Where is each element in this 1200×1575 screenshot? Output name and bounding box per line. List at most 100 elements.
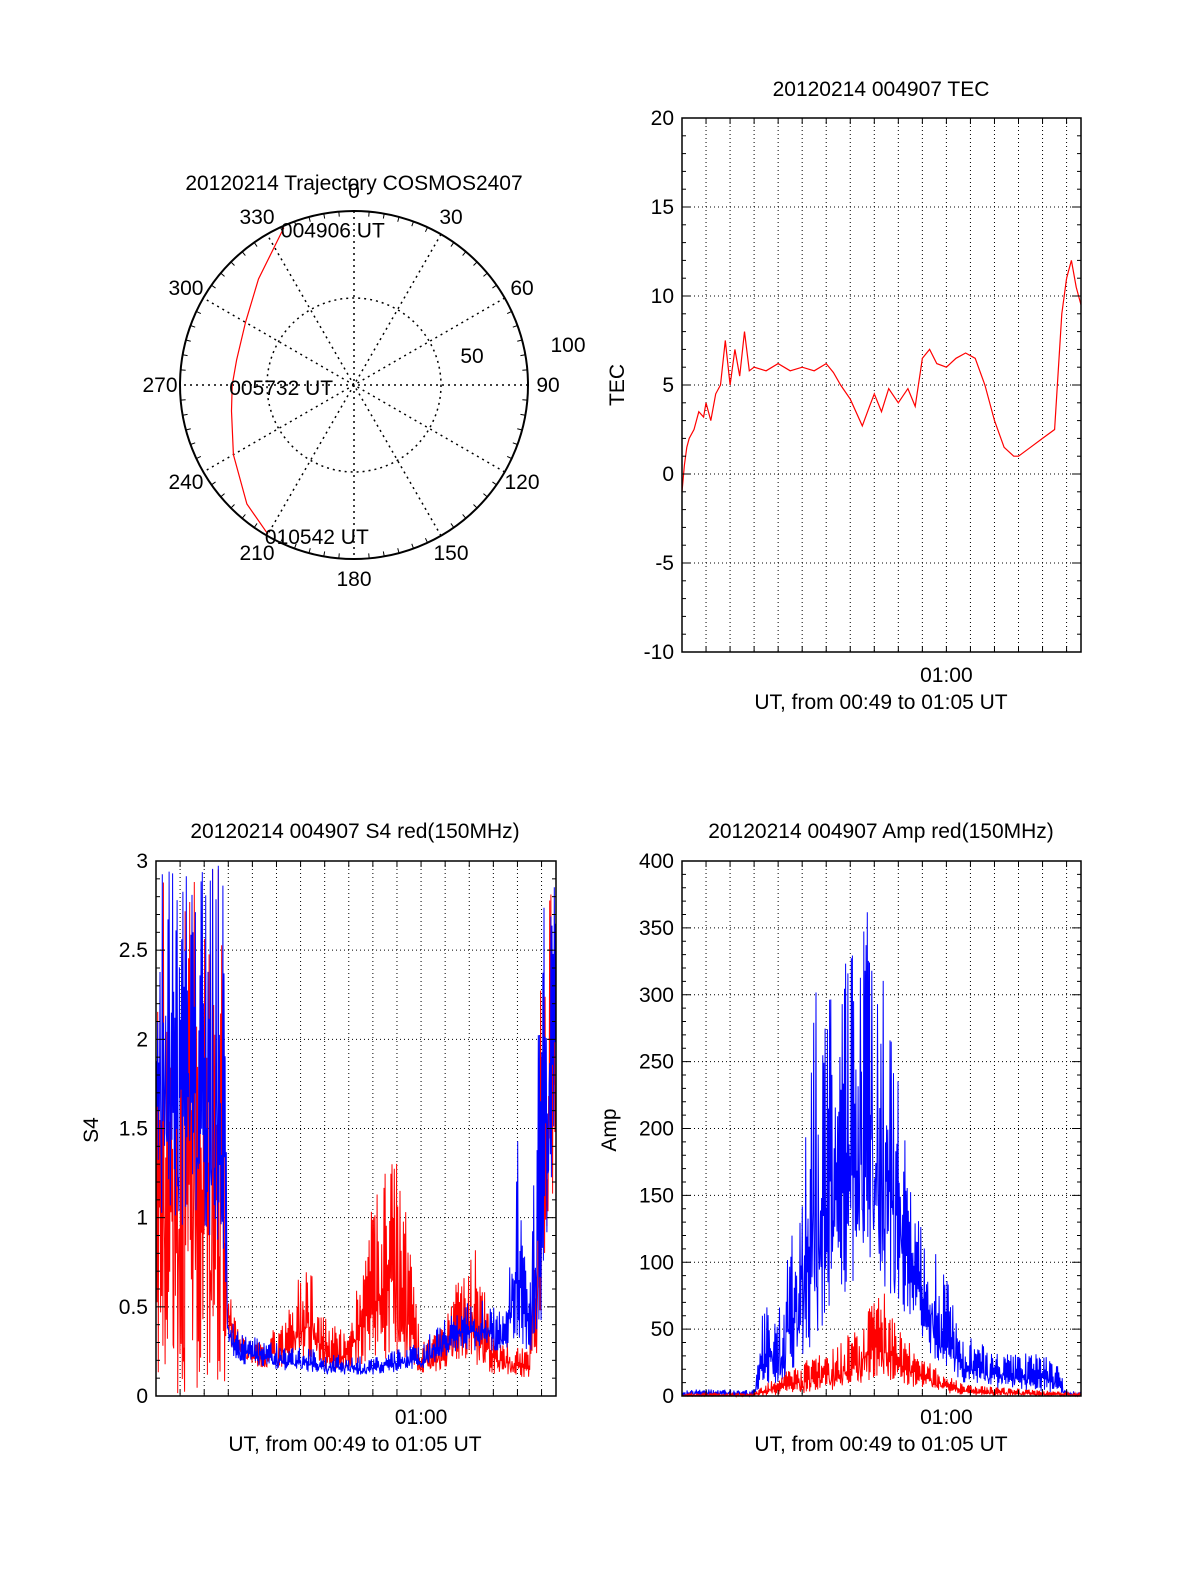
polar-tick — [512, 325, 518, 328]
tec-ylabel: TEC — [606, 364, 629, 406]
annotation-end: 010542 UT — [265, 526, 369, 549]
amp-ylabel: Amp — [598, 1108, 621, 1151]
grid-lines — [682, 861, 1081, 1396]
polar-tick — [253, 242, 258, 247]
polar-tick — [294, 221, 297, 227]
polar-tick — [220, 493, 225, 498]
trajectory-title: 20120214 Trajectory COSMOS2407 — [185, 172, 522, 195]
polar-angle-labels: 0 30 60 90 120 150 180 210 240 270 300 330 — [142, 180, 559, 591]
polar-tick — [424, 227, 428, 233]
polar-tick — [182, 413, 188, 416]
y-tick-label: 150 — [639, 1184, 674, 1207]
polar-tick — [382, 213, 385, 219]
polar-grid — [179, 210, 529, 560]
angle-label-150: 150 — [433, 542, 468, 565]
angle-label-30: 30 — [439, 206, 462, 229]
y-tick-label: 1.5 — [119, 1118, 148, 1141]
polar-tick — [517, 428, 523, 431]
s4-xtick-label: 01:00 — [395, 1406, 448, 1429]
polar-tick — [241, 514, 246, 519]
polar-tick — [424, 537, 428, 543]
polar-tick — [473, 261, 478, 266]
y-tick-label: 100 — [639, 1251, 674, 1274]
polar-tick — [506, 455, 512, 459]
series-group — [681, 260, 1082, 492]
amp-panel: 20120214 004907 Amp red(150MHz) Amp 01:0… — [598, 820, 1082, 1456]
polar-tick — [492, 284, 497, 289]
polar-tick — [280, 537, 284, 543]
angle-label-210: 210 — [239, 542, 274, 565]
polar-tick — [520, 354, 526, 357]
angle-label-240: 240 — [168, 471, 203, 494]
polar-tick — [182, 354, 188, 357]
angle-label-180: 180 — [336, 568, 371, 591]
series-line-red — [681, 260, 1082, 492]
y-tick-label: 50 — [651, 1318, 674, 1341]
angle-label-270: 270 — [142, 374, 177, 397]
polar-tick — [185, 339, 191, 342]
polar-tick — [185, 428, 191, 431]
y-tick-label: 0 — [662, 463, 674, 486]
polar-tick — [473, 504, 478, 509]
y-tick-label: 250 — [639, 1051, 674, 1074]
polar-tick — [492, 481, 497, 486]
y-tick-label: 400 — [639, 850, 674, 873]
radial-label-100: 100 — [550, 334, 585, 357]
s4-ylabel: S4 — [80, 1117, 103, 1143]
series-trace-red — [681, 1293, 1082, 1398]
s4-panel: 20120214 004907 S4 red(150MHz) S4 01:00 … — [80, 820, 557, 1456]
polar-tick — [211, 284, 216, 289]
angle-label-90: 90 — [536, 374, 559, 397]
polar-tick — [450, 523, 455, 528]
angle-label-120: 120 — [504, 471, 539, 494]
polar-tick — [397, 548, 400, 554]
polar-tick — [241, 251, 246, 256]
polar-tick — [308, 548, 311, 554]
amp-xtick-label: 01:00 — [920, 1406, 973, 1429]
series-group — [681, 912, 1082, 1398]
s4-xlabel: UT, from 00:49 to 01:05 UT — [228, 1433, 481, 1456]
s4-title: 20120214 004907 S4 red(150MHz) — [190, 820, 519, 843]
polar-tick — [323, 213, 326, 219]
polar-spoke — [266, 233, 442, 537]
series-group — [155, 865, 557, 1394]
y-ticks: 400 350 300 250 200 150 100 50 0 — [639, 850, 1081, 1408]
polar-tick — [211, 481, 216, 486]
grid-lines — [682, 118, 1081, 652]
polar-tick — [230, 261, 235, 266]
polar-tick — [196, 455, 202, 459]
series-trace-blue — [155, 865, 557, 1375]
trajectory-polar-panel: 20120214 Trajectory COSMOS2407 0 30 60 90 12… — [142, 172, 585, 591]
polar-tick — [230, 504, 235, 509]
polar-tick — [196, 311, 202, 315]
polar-tick — [517, 339, 523, 342]
y-ticks: 3 2.5 2 1.5 1 0.5 0 — [119, 850, 556, 1408]
tec-xlabel: UT, from 00:49 to 01:05 UT — [754, 691, 1007, 714]
y-tick-label: 5 — [662, 374, 674, 397]
annotation-mid: 005732 UT — [229, 377, 333, 400]
polar-tick — [382, 551, 385, 557]
y-tick-label: 0 — [662, 1385, 674, 1408]
polar-tick — [450, 242, 455, 247]
annotation-start: 004906 UT — [281, 220, 385, 243]
tec-title: 20120214 004907 TEC — [773, 78, 990, 101]
y-tick-label: 350 — [639, 917, 674, 940]
polar-tick — [411, 221, 414, 227]
y-tick-label: 20 — [651, 107, 674, 130]
polar-tick — [483, 272, 488, 277]
tec-xtick-label: 01:00 — [920, 664, 973, 687]
axes-frame — [681, 117, 1082, 653]
y-tick-label: 2 — [136, 1028, 148, 1051]
y-tick-label: 0.5 — [119, 1296, 148, 1319]
polar-tick — [323, 551, 326, 557]
polar-ring — [266, 297, 442, 473]
angle-label-60: 60 — [510, 277, 533, 300]
polar-tick — [397, 216, 400, 222]
polar-tick — [506, 311, 512, 315]
y-tick-label: 3 — [136, 850, 148, 873]
polar-tick — [462, 251, 467, 256]
trajectory-track — [230, 227, 285, 535]
polar-tick — [308, 216, 311, 222]
radial-label-50: 50 — [460, 345, 483, 368]
